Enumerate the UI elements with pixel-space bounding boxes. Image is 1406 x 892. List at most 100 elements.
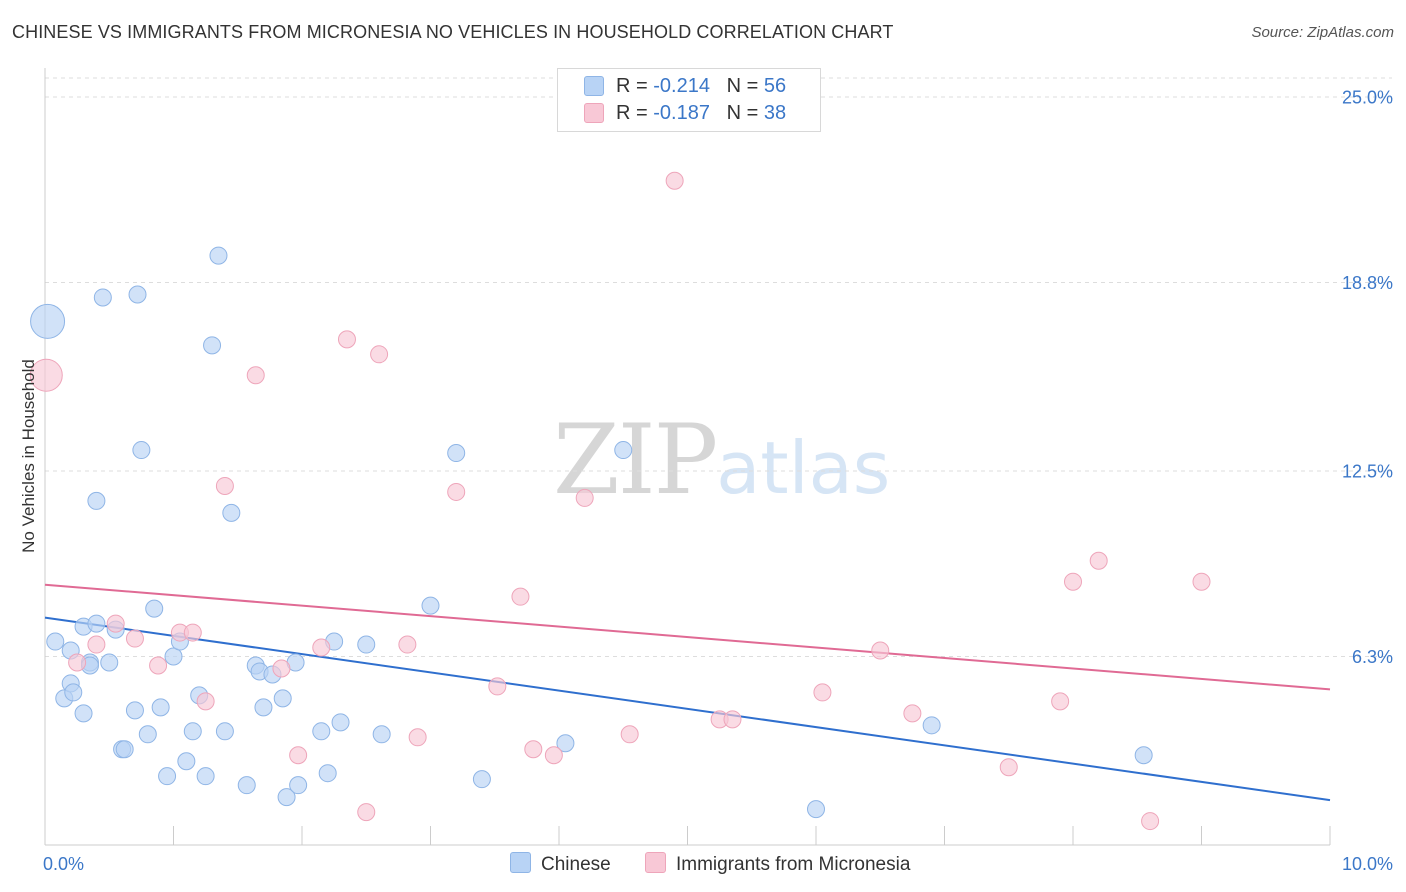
chinese-trend-line: [44, 616, 1331, 802]
y-tick-label: 12.5%: [1342, 462, 1393, 482]
chinese-point: [183, 722, 202, 741]
micronesia-point: [149, 656, 168, 675]
legend-micronesia-n: 38: [763, 102, 787, 124]
chinese-point: [447, 444, 466, 463]
chinese-point: [318, 764, 337, 783]
micronesia-point: [398, 635, 417, 654]
chinese-point: [372, 725, 391, 744]
chinese-point: [922, 716, 941, 735]
legend-chinese-n: 56: [763, 75, 787, 97]
chinese-point: [331, 713, 350, 732]
chinese-point: [138, 725, 157, 744]
chinese-point: [203, 336, 222, 355]
legend-chinese-r: -0.214: [653, 75, 710, 97]
chinese-point: [312, 722, 331, 741]
micronesia-point: [447, 482, 466, 501]
micronesia-point: [272, 659, 291, 678]
chinese-point: [151, 698, 170, 717]
chinese-point: [125, 701, 144, 720]
chinese-point: [196, 767, 215, 786]
legend-micronesia-r: -0.187: [653, 102, 710, 124]
source-label: Source: ZipAtlas.com: [1251, 24, 1394, 41]
micronesia-point: [620, 725, 639, 744]
micronesia-point: [575, 488, 594, 507]
x-tick-label: 0.0%: [43, 854, 84, 874]
chinese-point: [164, 647, 183, 666]
chinese-point: [273, 689, 292, 708]
micronesia-point: [813, 683, 832, 702]
chinese-point: [158, 767, 177, 786]
chinese-point: [74, 704, 93, 723]
micronesia-point: [871, 641, 890, 660]
chinese-point: [87, 614, 106, 633]
micronesia-point: [999, 758, 1018, 777]
bottom-legend-micronesia-label: Immigrants from Micronesia: [676, 854, 911, 875]
chinese-point: [87, 491, 106, 510]
chinese-point: [277, 788, 296, 807]
chinese-point: [177, 752, 196, 771]
micronesia-point: [357, 803, 376, 822]
micronesia-point: [246, 366, 265, 385]
micronesia-swatch: [645, 852, 666, 873]
chinese-point: [357, 635, 376, 654]
micronesia-point: [524, 740, 543, 759]
chinese-point: [237, 776, 256, 795]
micronesia-swatch: [584, 103, 604, 123]
micronesia-point: [408, 728, 427, 747]
bottom-legend-micronesia: Immigrants from Micronesia: [645, 852, 910, 876]
micronesia-point: [1089, 551, 1108, 570]
axis-labels: 6.3% 12.5% 18.8% 25.0% 0.0% 10.0% No Vehicles …: [19, 88, 1393, 875]
bottom-legend-chinese: Chinese: [510, 852, 611, 876]
micronesia-point: [903, 704, 922, 723]
micronesia-point: [196, 692, 215, 711]
legend-n-label: N =: [726, 75, 759, 97]
chinese-point: [93, 288, 112, 307]
micronesia-point: [1051, 692, 1070, 711]
correlation-legend: R = -0.214 N = 56 R = -0.187 N = 38: [557, 68, 821, 132]
chinese-point: [289, 776, 308, 795]
micronesia-point: [544, 746, 563, 765]
chinese-point: [30, 303, 66, 339]
chinese-point: [807, 800, 825, 819]
axes: [44, 68, 1331, 846]
chinese-point: [128, 285, 147, 304]
chinese-point: [209, 246, 228, 265]
micronesia-point: [370, 345, 389, 364]
micronesia-point: [125, 629, 144, 648]
micronesia-point: [289, 746, 308, 765]
micronesia-point: [488, 677, 507, 696]
chinese-point: [472, 770, 491, 789]
micronesia-point: [511, 587, 530, 606]
chinese-point: [215, 722, 234, 741]
chinese-point: [556, 734, 575, 753]
y-axis-title: No Vehicles in Household: [19, 359, 38, 553]
micronesia-trend-line: [44, 583, 1331, 691]
chinese-swatch: [584, 76, 604, 96]
micronesia-point: [87, 635, 106, 654]
watermark-atlas: atlas: [716, 426, 891, 510]
micronesia-point: [723, 710, 742, 729]
chinese-point: [64, 683, 83, 702]
chart-title: CHINESE VS IMMIGRANTS FROM MICRONESIA NO…: [12, 22, 894, 42]
y-tick-label: 18.8%: [1342, 273, 1393, 293]
bottom-legend-chinese-label: Chinese: [541, 854, 611, 875]
legend-r-label: R =: [616, 102, 648, 124]
legend-n-label: N =: [726, 102, 759, 124]
y-tick-label: 25.0%: [1342, 88, 1393, 108]
chinese-point: [254, 698, 273, 717]
grid-lines: [45, 77, 1392, 658]
data-points: [29, 171, 1211, 831]
micronesia-point: [337, 330, 356, 349]
chinese-point: [222, 503, 241, 522]
micronesia-point: [215, 476, 234, 495]
chinese-point: [614, 441, 633, 460]
micronesia-point: [183, 623, 202, 642]
micronesia-point: [1064, 572, 1082, 591]
chinese-point: [1134, 746, 1153, 765]
micronesia-point: [29, 358, 63, 392]
micronesia-point: [312, 638, 331, 657]
chinese-point: [100, 653, 119, 672]
chinese-point: [421, 596, 440, 615]
chinese-point: [115, 740, 134, 759]
